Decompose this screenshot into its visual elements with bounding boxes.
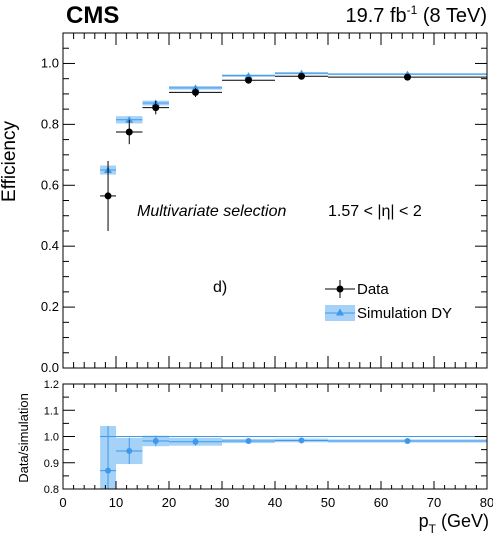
panel-label: d): [213, 279, 227, 296]
ratio-point: [126, 447, 133, 454]
ratio-point: [298, 437, 305, 444]
data-point: [245, 76, 252, 84]
data-point: [298, 72, 305, 80]
ratio-point: [404, 437, 411, 444]
ratio-point: [192, 438, 199, 445]
x-axis-label-subscript: T: [429, 522, 437, 536]
ratio-points: [100, 426, 487, 489]
y-tick-label: 1.1: [44, 405, 59, 417]
x-tick-label: 10: [109, 495, 123, 510]
y-tick-label: 0.0: [41, 360, 59, 375]
x-tick-label: 30: [215, 495, 229, 510]
legend-data-label: Data: [357, 281, 389, 298]
y-tick-label: 1.0: [44, 432, 59, 444]
y-tick-label: 0.6: [41, 177, 59, 192]
x-axis-label-p: p: [419, 511, 429, 531]
efficiency-y-axis-label: Efficiency: [0, 121, 20, 202]
data-points: [100, 72, 487, 231]
simulation-point: [125, 116, 134, 123]
data-point: [192, 88, 199, 96]
data-point: [404, 73, 411, 81]
y-tick-label: 0.9: [44, 458, 59, 470]
lumi-value: 19.7 fb: [345, 5, 406, 27]
data-point: [125, 128, 133, 136]
y-tick-label: 0.4: [41, 238, 59, 253]
x-tick-label: 40: [268, 495, 282, 510]
y-tick-label: 0.8: [41, 116, 59, 131]
x-axis-label: pT (GeV): [419, 511, 489, 536]
selection-annotation: Multivariate selection: [137, 203, 287, 220]
cms-label: CMS: [66, 2, 119, 29]
legend-simulation-label: Simulation DY: [357, 305, 452, 322]
ratio-axes: 0.8 0.9 1.0 1.1 1.2 0 10 20 30 40 50 60 70 80: [44, 379, 493, 510]
x-tick-label: 0: [59, 495, 66, 510]
x-tick-label: 70: [427, 495, 441, 510]
simulation-bands: [100, 69, 487, 175]
ratio-panel: 0.8 0.9 1.0 1.1 1.2 0 10 20 30 40 50 60 70 80 Data/si…: [16, 379, 493, 536]
legend-simulation-marker: [325, 305, 355, 321]
x-tick-label: 80: [480, 495, 493, 510]
x-tick-label: 20: [162, 495, 176, 510]
data-point: [152, 104, 160, 112]
x-axis-label-unit: (GeV): [441, 511, 489, 531]
ratio-point: [152, 437, 159, 444]
data-point: [104, 192, 112, 200]
x-tick-label: 50: [321, 495, 335, 510]
energy-value: (8 TeV): [423, 5, 487, 27]
y-tick-label: 0.2: [41, 299, 59, 314]
legend: Data Simulation DY: [325, 280, 452, 322]
y-tick-label: 1.0: [41, 55, 59, 70]
lumi-exponent: -1: [407, 3, 418, 17]
efficiency-axes: 0.0 0.2 0.4 0.6 0.8 1.0: [41, 32, 488, 375]
lumi-label: 19.7 fb-1 (8 TeV): [345, 3, 487, 27]
y-tick-label: 0.8: [44, 484, 59, 496]
ratio-y-axis-label: Data/simulation: [16, 393, 31, 483]
efficiency-panel: 0.0 0.2 0.4 0.6 0.8 1.0 Efficiency Multivaria…: [0, 32, 488, 375]
ratio-bands: [100, 426, 487, 489]
x-tick-label: 60: [374, 495, 388, 510]
simulation-point: [191, 84, 200, 91]
y-tick-label: 1.2: [44, 379, 59, 391]
legend-data-marker: [325, 280, 355, 298]
eta-annotation: 1.57 < |η| < 2: [328, 203, 422, 220]
ratio-point: [245, 437, 252, 444]
ratio-point: [105, 467, 112, 474]
simulation-point: [244, 72, 253, 79]
